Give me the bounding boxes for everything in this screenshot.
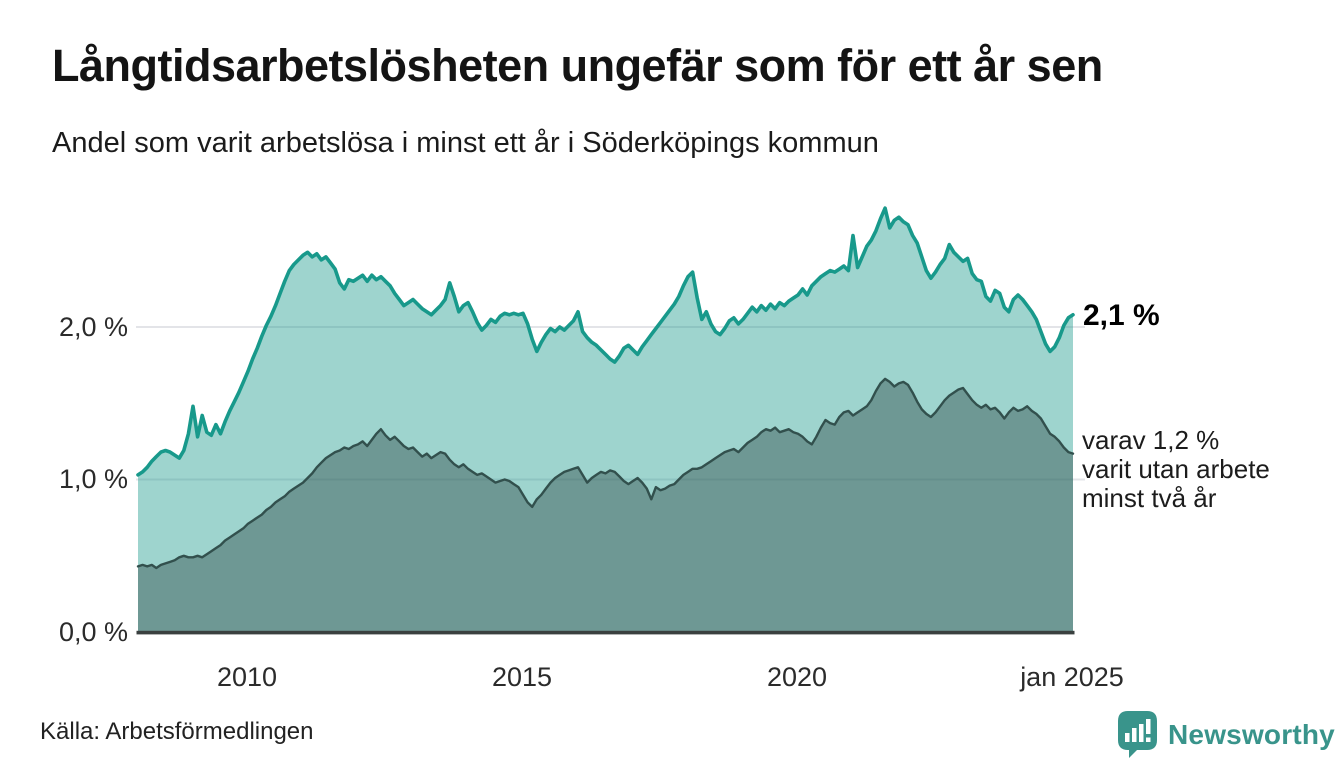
annotation-line-1: varav 1,2 %	[1082, 425, 1220, 455]
line-two-years	[136, 377, 1075, 570]
gridlines	[136, 326, 1085, 481]
x-axis-baseline	[136, 630, 1075, 635]
y-tick-0: 0,0 %	[58, 617, 128, 647]
source-note: Källa: Arbetsförmedlingen	[40, 718, 314, 745]
x-tick-2015: 2015	[491, 662, 553, 692]
annotation-line-2: varit utan arbete	[1082, 454, 1270, 484]
area-two-years	[138, 378, 1073, 632]
series-end-label-total: 2,1 %	[1083, 299, 1160, 332]
page-title: Långtidsarbetslösheten ungefär som för e…	[52, 40, 1103, 91]
brand-lockup: Newsworthy	[1117, 710, 1335, 759]
series-end-label-two-years: varav 1,2 % varit utan arbete minst två …	[1082, 426, 1270, 513]
brand-name: Newsworthy	[1168, 718, 1335, 750]
x-tick-jan-2025: jan 2025	[1020, 662, 1124, 692]
y-tick-2: 2,0 %	[58, 312, 128, 342]
area-total	[138, 208, 1073, 632]
annotation-line-3: minst två år	[1082, 483, 1217, 513]
line-total	[136, 206, 1075, 477]
x-tick-2010: 2010	[216, 662, 278, 692]
newsworthy-logo-icon	[1118, 711, 1157, 758]
y-tick-1: 1,0 %	[58, 464, 128, 494]
chart-subtitle: Andel som varit arbetslösa i minst ett å…	[52, 127, 879, 159]
x-tick-2020: 2020	[766, 662, 828, 692]
